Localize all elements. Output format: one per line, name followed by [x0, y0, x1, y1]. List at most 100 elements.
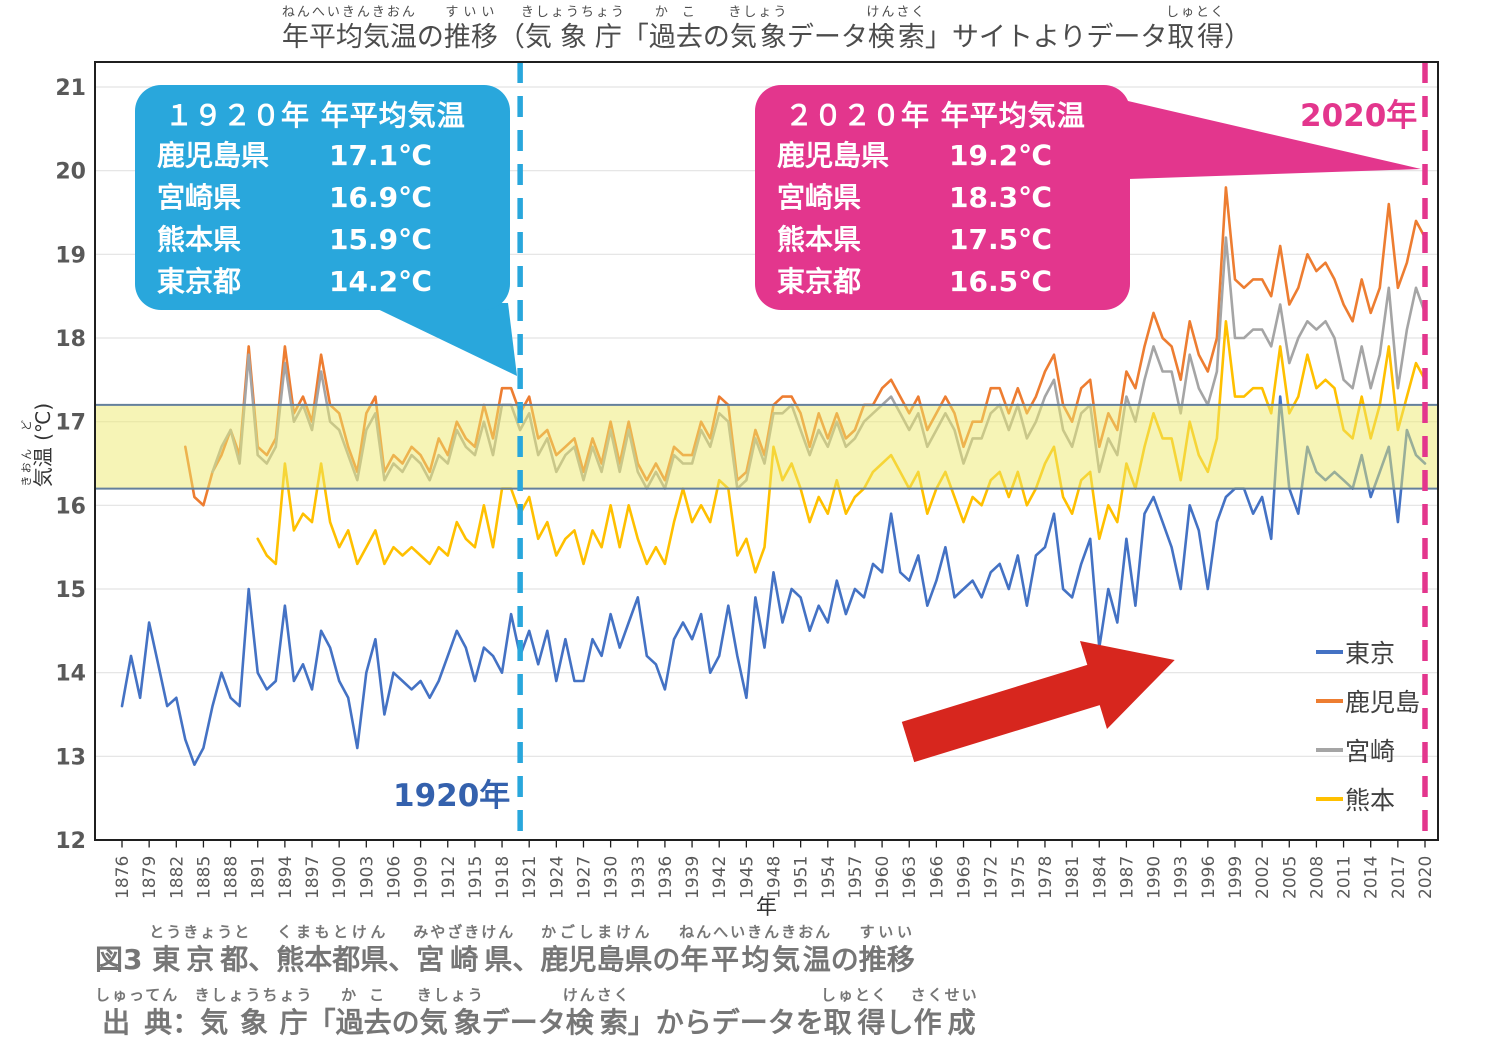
vline-label-1920: 1920年 — [393, 778, 511, 814]
legend-label: 宮崎 — [1345, 737, 1396, 766]
x-tick-label: 2017 — [1389, 856, 1409, 899]
x-tick-label: 1876 — [113, 856, 133, 899]
y-tick-label: 17 — [55, 411, 86, 436]
x-tick-label: 1939 — [683, 856, 703, 899]
x-tick-label: 1996 — [1199, 856, 1219, 899]
legend-item-tokyo: 東京 — [1316, 637, 1420, 668]
callout-2020: ２０２０年 年平均気温 鹿児島県 19.2℃ 宮崎県 18.3℃ 熊本県 17.… — [755, 85, 1130, 310]
x-tick-label: 1945 — [737, 856, 757, 899]
x-tick-label: 1879 — [140, 856, 160, 899]
x-tick-label: 1978 — [1036, 856, 1056, 899]
callout-row: 東京都 14.2℃ — [135, 261, 510, 303]
callout-1920-title: １９２０年 年平均気温 — [165, 99, 466, 132]
x-tick-label: 1912 — [439, 856, 459, 899]
y-tick-label: 19 — [55, 243, 86, 268]
callout-row: 宮崎県 18.3℃ — [755, 177, 1130, 219]
x-tick-label: 1903 — [357, 856, 377, 899]
callout-row: 熊本県 15.9℃ — [135, 219, 510, 261]
pref-value: 18.3℃ — [949, 181, 1052, 214]
x-tick-label: 1954 — [819, 856, 839, 899]
highlight-band — [95, 404, 1438, 489]
callout-row: 鹿児島県 19.2℃ — [755, 135, 1130, 177]
y-axis-label: 気温きおん (℃)ど — [20, 402, 55, 488]
series-line-tokyo — [120, 395, 1427, 767]
callout-1920: １９２０年 年平均気温 鹿児島県 17.1℃ 宮崎県 16.9℃ 熊本県 15.… — [135, 85, 510, 310]
pref-name: 宮崎県 — [157, 181, 242, 214]
x-tick-label: 1969 — [955, 856, 975, 899]
x-tick-label: 1972 — [982, 856, 1002, 899]
pref-name: 鹿児島県 — [777, 139, 890, 172]
x-tick-label: 1909 — [412, 856, 432, 899]
vline-label-2020: 2020年 — [1300, 98, 1418, 134]
x-tick-label: 1921 — [520, 856, 540, 899]
legend-item-kagoshima: 鹿児島 — [1316, 686, 1421, 717]
legend: 東京 鹿児島 宮崎 熊本 — [1316, 637, 1420, 833]
legend-item-miyazaki: 宮崎 — [1316, 735, 1420, 766]
x-tick-label: 1999 — [1226, 856, 1246, 899]
x-tick-label: 2011 — [1335, 856, 1355, 899]
pref-value: 14.2℃ — [329, 265, 432, 298]
legend-item-kumamoto: 熊本 — [1316, 784, 1420, 815]
legend-label: 熊本 — [1345, 786, 1396, 815]
legend-label: 東京 — [1345, 639, 1396, 668]
plot-border — [94, 61, 1439, 841]
x-axis-label: 年 — [756, 895, 777, 919]
x-tick-label: 2014 — [1362, 856, 1382, 899]
x-tick-label: 1915 — [466, 856, 486, 899]
x-tick-label: 2005 — [1280, 856, 1300, 899]
x-tick-label: 1924 — [547, 856, 567, 899]
x-tick-label: 1918 — [493, 856, 513, 899]
callout-row: 鹿児島県 17.1℃ — [135, 135, 510, 177]
x-tick-label: 1885 — [194, 856, 214, 899]
callout-row: 熊本県 17.5℃ — [755, 219, 1130, 261]
y-tick-label: 21 — [55, 76, 86, 101]
x-tick-label: 1882 — [167, 856, 187, 899]
y-tick-label: 16 — [55, 494, 86, 519]
pref-name: 熊本県 — [157, 223, 242, 256]
x-tick-label: 1960 — [873, 856, 893, 899]
x-tick-label: 1888 — [222, 856, 242, 899]
figure-caption: 図3 東京都とうきょうと、熊本都県くまもとけん、宮崎県みやざきけん、鹿児島県かご… — [95, 923, 915, 976]
x-tick-label: 1966 — [927, 856, 947, 899]
x-tick-label: 2020 — [1416, 856, 1436, 899]
x-tick-label: 1948 — [765, 856, 785, 899]
legend-swatch-tokyo — [1316, 650, 1343, 654]
x-tick-label: 1975 — [1009, 856, 1029, 899]
pref-name: 鹿児島県 — [157, 139, 270, 172]
y-tick-label: 12 — [55, 829, 86, 854]
pref-value: 19.2℃ — [949, 139, 1052, 172]
x-tick-label: 1951 — [792, 856, 812, 899]
pref-value: 17.5℃ — [949, 223, 1052, 256]
legend-swatch-kagoshima — [1316, 699, 1343, 703]
callout-2020-title: ２０２０年 年平均気温 — [785, 99, 1086, 132]
pref-name: 東京都 — [777, 265, 862, 298]
legend-swatch-miyazaki — [1316, 748, 1343, 752]
legend-label: 鹿児島 — [1345, 688, 1421, 717]
x-tick-label: 1942 — [710, 856, 730, 899]
x-tick-label: 1984 — [1090, 856, 1110, 899]
chart-title: 年平均気温ねんへいきんきおんの推移すいい（気象庁きしょうちょう「過去かこの気象き… — [281, 5, 1252, 53]
x-tick-label: 1957 — [846, 856, 866, 899]
x-tick-label: 2008 — [1307, 856, 1327, 899]
y-tick-label: 15 — [55, 578, 86, 603]
callout-row: 宮崎県 16.9℃ — [135, 177, 510, 219]
y-tick-label: 14 — [55, 662, 86, 687]
legend-swatch-kumamoto — [1316, 797, 1343, 801]
x-tick-label: 1891 — [249, 856, 269, 899]
y-tick-label: 13 — [55, 745, 86, 770]
x-tick-label: 1981 — [1063, 856, 1083, 899]
pref-name: 東京都 — [157, 265, 242, 298]
x-tick-label: 2002 — [1253, 856, 1273, 899]
x-tick-label: 1936 — [656, 856, 676, 899]
pref-name: 宮崎県 — [777, 181, 862, 214]
x-tick-label: 1900 — [330, 856, 350, 899]
pref-name: 熊本県 — [777, 223, 862, 256]
y-tick-label: 20 — [55, 160, 86, 185]
pref-value: 15.9℃ — [329, 223, 432, 256]
x-tick-label: 1927 — [574, 856, 594, 899]
x-tick-label: 1930 — [602, 856, 622, 899]
x-tick-label: 1993 — [1172, 856, 1192, 899]
x-tick-label: 1906 — [384, 856, 404, 899]
